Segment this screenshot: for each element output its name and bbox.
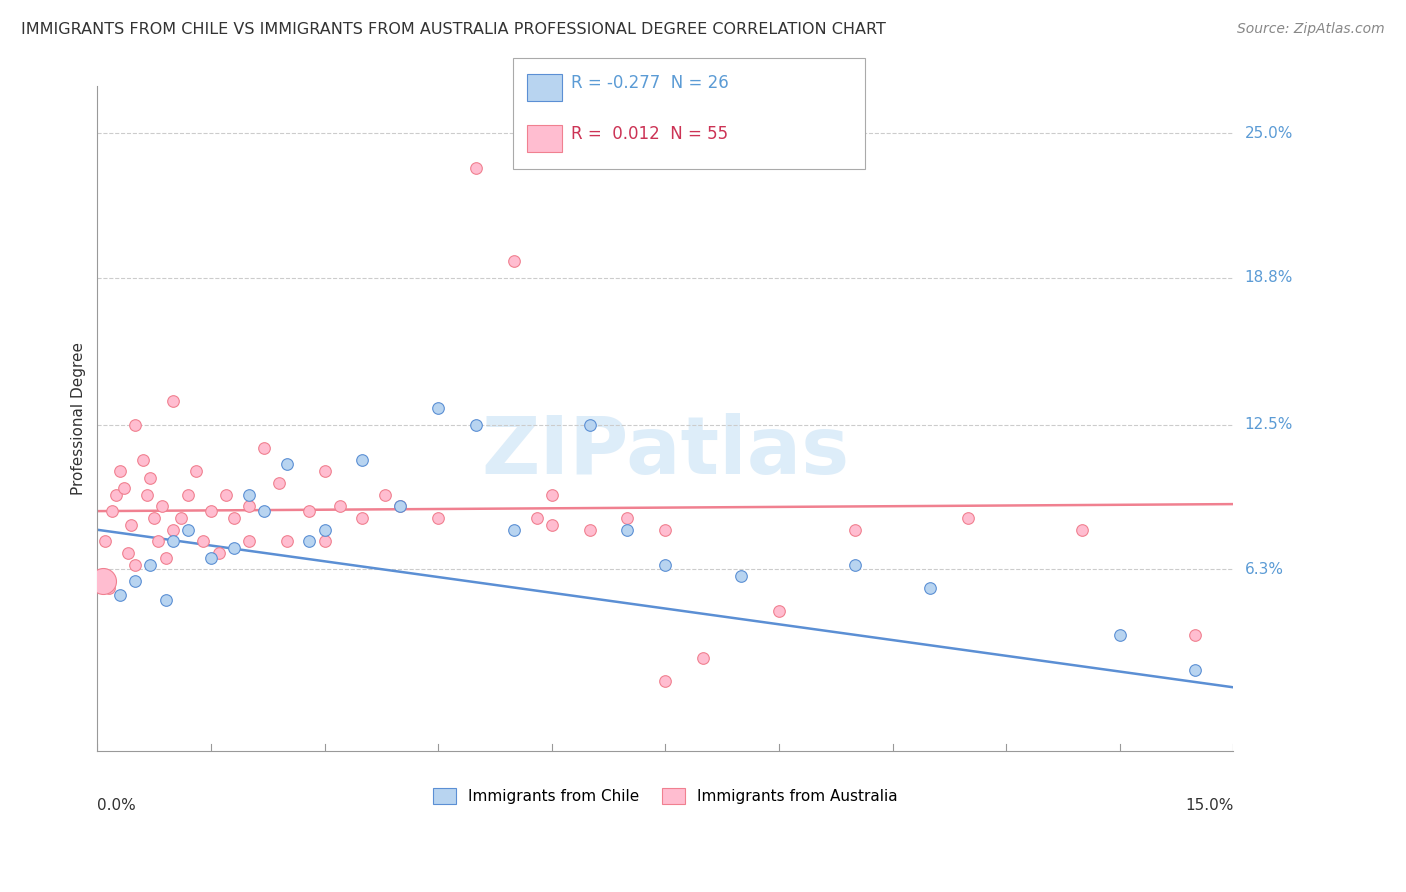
Point <box>177 488 200 502</box>
Point <box>238 488 260 502</box>
Point <box>616 511 638 525</box>
Point <box>269 476 291 491</box>
Point <box>120 518 142 533</box>
Point <box>222 541 245 556</box>
Point <box>222 511 245 525</box>
Point <box>193 534 215 549</box>
Point <box>920 581 942 595</box>
Point <box>578 523 600 537</box>
Point <box>526 511 548 525</box>
Point <box>314 465 336 479</box>
Point <box>117 546 139 560</box>
Point <box>957 511 980 525</box>
Point <box>253 441 276 455</box>
Text: 12.5%: 12.5% <box>1244 417 1294 433</box>
Text: R = -0.277  N = 26: R = -0.277 N = 26 <box>571 74 728 92</box>
Point <box>1184 663 1206 677</box>
Text: Source: ZipAtlas.com: Source: ZipAtlas.com <box>1237 22 1385 37</box>
Point <box>298 534 321 549</box>
Point <box>200 504 222 518</box>
Point <box>135 488 157 502</box>
Point <box>502 523 524 537</box>
Point <box>139 471 162 485</box>
Point <box>124 574 146 588</box>
Point <box>314 534 336 549</box>
Text: IMMIGRANTS FROM CHILE VS IMMIGRANTS FROM AUSTRALIA PROFESSIONAL DEGREE CORRELATI: IMMIGRANTS FROM CHILE VS IMMIGRANTS FROM… <box>21 22 886 37</box>
Point <box>276 458 298 472</box>
Legend: Immigrants from Chile, Immigrants from Australia: Immigrants from Chile, Immigrants from A… <box>426 782 904 810</box>
Point <box>132 452 155 467</box>
Point <box>105 488 128 502</box>
Text: 25.0%: 25.0% <box>1244 126 1294 141</box>
Point <box>150 500 173 514</box>
Point <box>146 534 169 549</box>
Point <box>200 550 222 565</box>
Text: ZIPatlas: ZIPatlas <box>481 413 849 491</box>
Text: R =  0.012  N = 55: R = 0.012 N = 55 <box>571 125 728 143</box>
Point <box>654 674 676 689</box>
Point <box>352 511 374 525</box>
Point <box>276 534 298 549</box>
Point <box>215 488 238 502</box>
Point <box>465 417 488 432</box>
Point <box>389 500 412 514</box>
Point <box>616 523 638 537</box>
Point <box>139 558 162 572</box>
Point <box>253 504 276 518</box>
Point <box>108 465 131 479</box>
Point <box>844 558 866 572</box>
Point <box>155 550 177 565</box>
Point <box>101 504 124 518</box>
Point <box>162 534 184 549</box>
Text: 6.3%: 6.3% <box>1244 562 1284 577</box>
Point <box>578 417 600 432</box>
Text: 15.0%: 15.0% <box>1185 798 1233 813</box>
Point <box>465 161 488 175</box>
Point <box>169 511 191 525</box>
Point <box>352 452 374 467</box>
Point <box>124 558 146 572</box>
Text: 18.8%: 18.8% <box>1244 270 1294 285</box>
Point <box>207 546 229 560</box>
Point <box>184 465 207 479</box>
Point <box>93 574 115 588</box>
Point <box>298 504 321 518</box>
Point <box>108 588 131 602</box>
Point <box>177 523 200 537</box>
Point <box>730 569 752 583</box>
Point <box>654 523 676 537</box>
Point <box>427 511 450 525</box>
Point <box>768 604 790 618</box>
Point <box>143 511 166 525</box>
Point <box>1070 523 1092 537</box>
Point <box>502 254 524 268</box>
Point <box>238 534 260 549</box>
Point <box>314 523 336 537</box>
Point <box>1184 628 1206 642</box>
Point <box>155 592 177 607</box>
Y-axis label: Professional Degree: Professional Degree <box>72 343 86 495</box>
Point <box>692 651 714 665</box>
Point <box>124 417 146 432</box>
Point <box>389 500 412 514</box>
Point <box>112 481 135 495</box>
Point <box>844 523 866 537</box>
Point <box>540 518 562 533</box>
Point <box>374 488 396 502</box>
Point <box>1108 628 1130 642</box>
Point <box>238 500 260 514</box>
Point <box>329 500 352 514</box>
Point <box>162 523 184 537</box>
Point <box>97 581 120 595</box>
Point <box>540 488 562 502</box>
Point <box>162 394 184 409</box>
Point <box>94 534 117 549</box>
Point <box>654 558 676 572</box>
Text: 0.0%: 0.0% <box>97 798 136 813</box>
Point <box>427 401 450 416</box>
